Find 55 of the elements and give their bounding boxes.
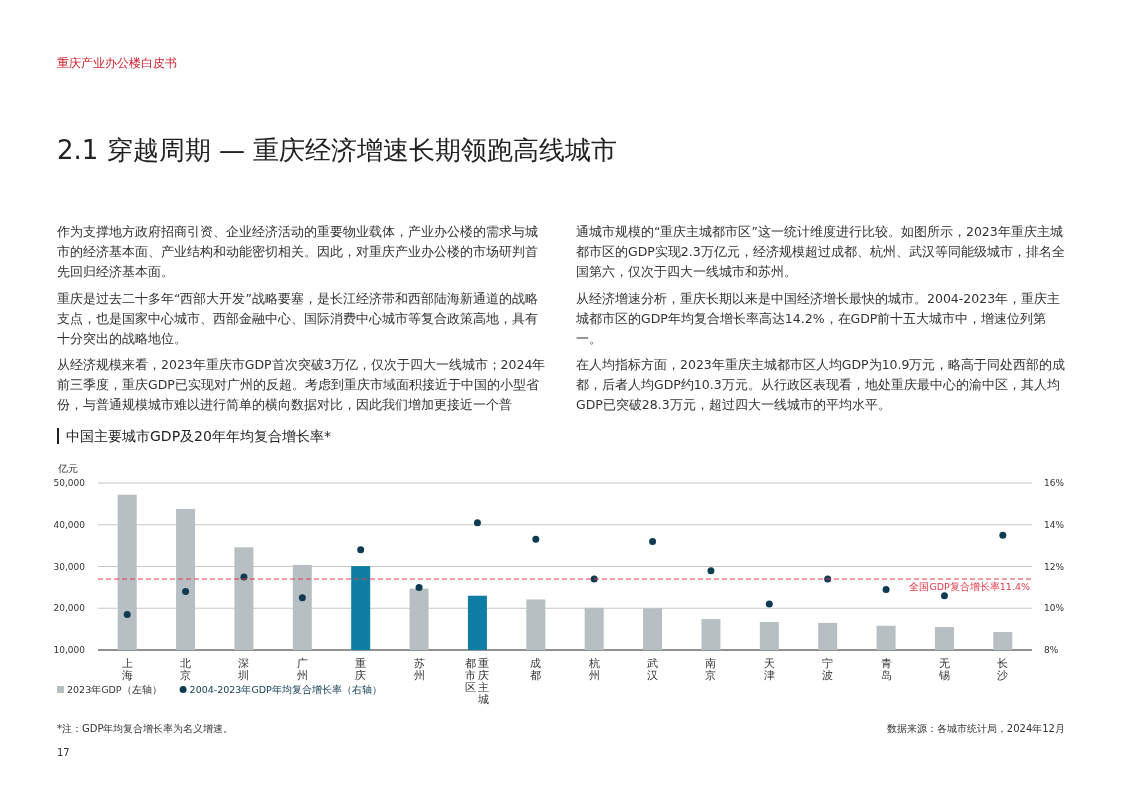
point	[298, 594, 306, 602]
x-tick-label: 北京	[180, 657, 192, 681]
x-tick-label: 南京	[705, 657, 717, 681]
ref-line-label: 全国GDP复合增长率11.4%	[909, 581, 1030, 593]
point	[415, 583, 423, 591]
point	[123, 611, 131, 619]
y-tick-label: 10,000	[53, 645, 86, 655]
text: 2.1 穿越周期 — 重庆经济增速长期领跑高线城市	[57, 134, 618, 167]
x-tick-label: 广州	[296, 657, 308, 681]
x-tick-label: 无锡	[937, 657, 950, 681]
text: 作为支撑地方政府招商引资、企业经济活动的重要物业载体，产业办公楼的需求与城市的经济基本面、产业结构和动能密切相关。因此，对重庆产业办公楼的市场研判首先回归经济基本面。	[57, 223, 539, 281]
text: 重庆产业办公楼白皮书	[57, 55, 177, 72]
x-tick-label: 长沙	[997, 657, 1009, 681]
text: 通城市规模的“重庆主城都市区”这一统计维度进行比较。如图所示，2023年重庆主城都市区的GDP实现2.3万亿元，经济规模超过成都、杭州、武汉等同能级城市，排名全国第六，仅次于四大一线城市和苏州。	[576, 223, 1066, 281]
point	[532, 535, 540, 543]
category-label: 重庆主城都市区	[464, 657, 489, 705]
point	[882, 585, 890, 593]
point	[940, 592, 948, 600]
text: 在人均指标方面，2023年重庆主城都市区人均GDP为10.9万元，略高于同处西部的成都，后者人均GDP约10.3万元。从行政区表现看，地处重庆最中心的渝中区，其人均GDP已突破28.3万元，超过四大一线城市的平均水平。	[576, 356, 1066, 414]
text: 重庆是过去二十多年“西部大开发”战略要塞，是长江经济带和西部陆海新通道的战略支点，也是国家中心城市、西部金融中心、国际消费中心城市等复合政策高地，具有十分突出的战略地位。	[57, 290, 539, 348]
x-tick-label: 青岛	[880, 657, 892, 681]
y-axis-title: 亿元	[57, 463, 78, 474]
y2-tick-label: 12%	[1044, 561, 1065, 572]
text: *注：GDP年均复合增长率为名义增速。	[57, 722, 234, 736]
point	[182, 588, 190, 596]
text: 从经济增速分析，重庆长期以来是中国经济增长最快的城市。2004-2023年，重庆主城都市区的GDP年均复合增长率高达14.2%，在GDP前十五大城市中，增速位列第一。	[576, 290, 1062, 348]
point	[357, 546, 365, 554]
x-tick-label: 武汉	[647, 657, 659, 681]
y-tick-label: 50,000	[53, 478, 86, 488]
x-tick-label: 天津	[763, 657, 775, 681]
x-tick-label: 重庆	[355, 657, 367, 681]
source-note: 数据来源：各城市统计局，2024年12月	[886, 722, 1065, 736]
legend-label: 2004-2023年GDP年均复合增长率（右轴）	[189, 684, 382, 695]
text: 从经济规模来看，2023年重庆市GDP首次突破3万亿，仅次于四大一线城市；2024年前三季度，重庆GDP已实现对广州的反超。考虑到重庆市域面积接近于中国的小型省份，与普通规模城市难以进行简单的横向数据对比，因此我们增加更接近一个普	[57, 356, 547, 414]
x-tick-label: 杭州	[587, 657, 600, 681]
x-tick-label: 深圳	[237, 657, 250, 681]
x-tick-label: 宁波	[822, 657, 834, 681]
x-tick-label: 成都	[530, 657, 542, 681]
y-tick-label: 40,000	[53, 519, 86, 530]
legend-label: 2023年GDP（左轴）	[67, 684, 162, 695]
point	[999, 531, 1007, 539]
point	[649, 537, 657, 545]
y2-tick-label: 8%	[1044, 645, 1059, 655]
x-tick-label: 苏州	[413, 657, 425, 681]
y-tick-label: 20,000	[53, 603, 86, 614]
y2-tick-label: 16%	[1044, 478, 1065, 488]
y-tick-label: 30,000	[53, 561, 86, 572]
text: 17	[57, 747, 70, 758]
point	[765, 600, 773, 608]
y2-tick-label: 14%	[1044, 519, 1065, 530]
chart-title: 中国主要城市GDP及20年年均复合增长率*	[57, 428, 331, 444]
y2-tick-label: 10%	[1044, 603, 1065, 614]
point	[473, 519, 481, 527]
point	[707, 567, 715, 575]
x-tick-label: 上海	[121, 657, 133, 681]
